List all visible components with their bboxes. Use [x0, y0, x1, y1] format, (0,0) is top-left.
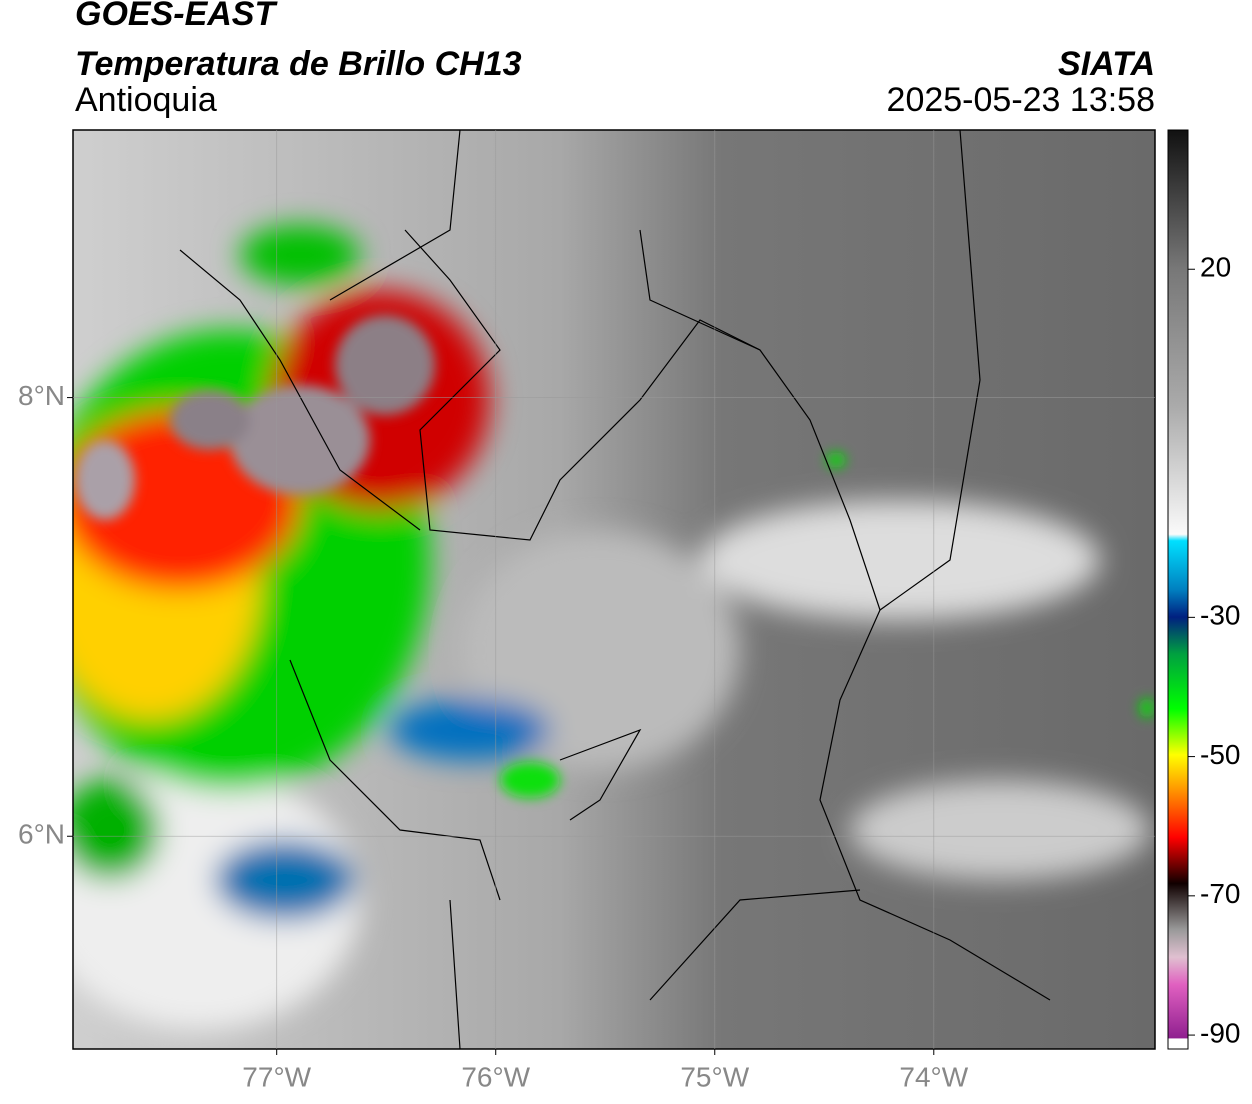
y-tick-label: 8°N [18, 380, 65, 411]
y-tick-label: 6°N [18, 819, 65, 850]
map-frame [72, 129, 1156, 1050]
colorbar-tick-label: -90 [1200, 1017, 1240, 1048]
datetime: 2025-05-23 13:58 [887, 81, 1155, 119]
satellite-image [73, 130, 1155, 1049]
x-tick-label: 77°W [242, 1061, 311, 1092]
title: GOES-EAST [75, 0, 278, 33]
colorbar-tick-label: 20 [1200, 252, 1231, 283]
colorbar [1167, 129, 1189, 1050]
source: SIATA [1058, 45, 1155, 83]
region: Antioquia [75, 81, 217, 119]
x-tick-label: 75°W [680, 1061, 749, 1092]
subtitle: Temperatura de Brillo CH13 [75, 45, 522, 83]
colorbar-tick-label: -50 [1200, 739, 1240, 770]
x-tick-label: 74°W [899, 1061, 968, 1092]
x-tick-label: 76°W [461, 1061, 530, 1092]
colorbar-tick-label: -30 [1200, 600, 1240, 631]
colorbar-tick-label: -70 [1200, 878, 1240, 909]
